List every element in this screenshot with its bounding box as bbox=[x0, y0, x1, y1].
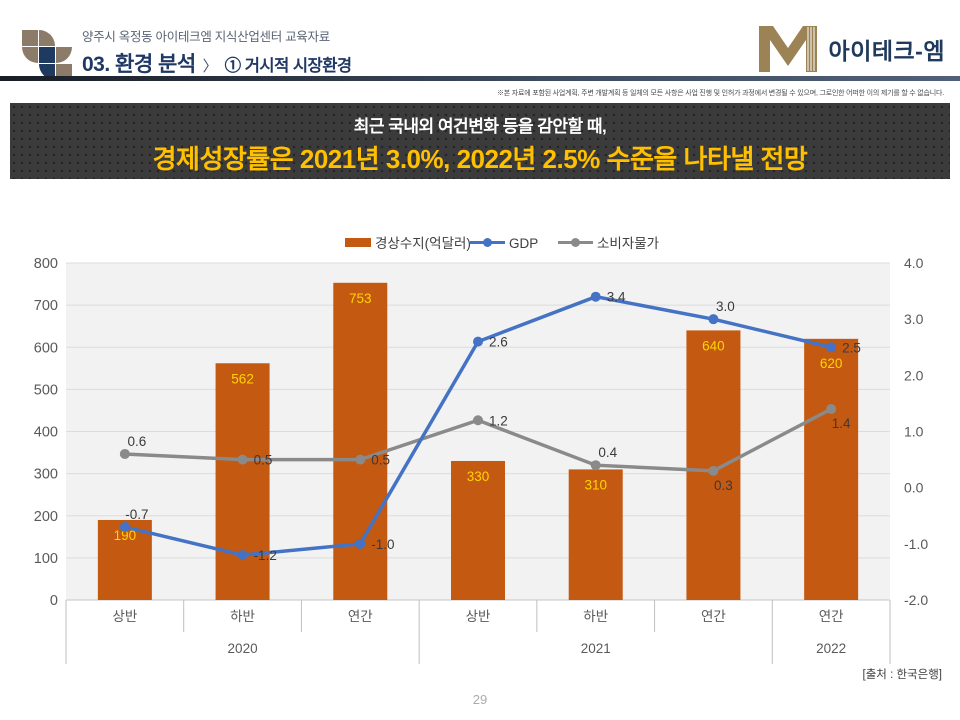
right-axis-tick: 2.0 bbox=[904, 367, 924, 383]
left-axis-tick: 400 bbox=[34, 425, 58, 441]
legend-label: GDP bbox=[509, 236, 538, 251]
data-label: -1.2 bbox=[254, 548, 277, 563]
line-point bbox=[826, 404, 837, 415]
legend-bar-swatch bbox=[345, 238, 371, 247]
left-axis-tick: 600 bbox=[34, 340, 58, 356]
legend-line-marker bbox=[571, 238, 580, 247]
logo-m-icon bbox=[758, 26, 817, 72]
data-label: 1.4 bbox=[832, 416, 851, 431]
bar-value-label: 310 bbox=[584, 477, 607, 492]
bar-value-label: 620 bbox=[820, 356, 843, 371]
bar-value-label: 562 bbox=[231, 371, 254, 386]
company-logo: 아이테크-엠 bbox=[757, 24, 945, 74]
line-point bbox=[355, 538, 366, 549]
bar-value-label: 190 bbox=[114, 528, 137, 543]
line-point bbox=[590, 291, 601, 302]
right-axis-tick: -1.0 bbox=[904, 536, 928, 552]
left-axis-tick: 700 bbox=[34, 298, 58, 314]
legend-label: 소비자물가 bbox=[597, 236, 659, 251]
line-point bbox=[590, 460, 601, 471]
bar-value-label: 330 bbox=[467, 469, 490, 484]
line-point bbox=[119, 521, 130, 532]
legend-line-marker bbox=[483, 238, 492, 247]
bar bbox=[451, 460, 505, 600]
logo-text: 아이테크-엠 bbox=[828, 38, 945, 64]
left-axis-tick: 100 bbox=[34, 551, 58, 567]
line-point bbox=[237, 550, 248, 561]
bar bbox=[333, 282, 388, 600]
line-point bbox=[708, 465, 719, 476]
data-label: 3.0 bbox=[716, 299, 735, 314]
bar bbox=[568, 469, 623, 600]
left-axis-tick: 300 bbox=[34, 467, 58, 483]
breadcrumb: 03. 환경 분석 〉 ① 거시적 시장환경 bbox=[82, 48, 352, 78]
line-point bbox=[473, 336, 483, 347]
section-title: 03. 환경 분석 bbox=[82, 53, 196, 76]
chevron-separator: 〉 bbox=[202, 58, 218, 75]
line-point bbox=[826, 342, 837, 353]
data-label: 2.5 bbox=[842, 340, 861, 355]
right-axis-tick: -2.0 bbox=[904, 592, 928, 608]
left-axis-tick: 200 bbox=[34, 509, 58, 525]
right-axis-tick: 4.0 bbox=[904, 255, 924, 271]
line-point bbox=[119, 448, 130, 459]
data-label: 3.4 bbox=[607, 290, 626, 305]
chart-source-note: [출처 : 한국은행] bbox=[862, 669, 942, 681]
economy-combo-chart: 0 100 200 300 400 500 600 700 800 -2.0 -1.0 0.0 1.0 2… bbox=[34, 236, 928, 664]
headline-banner: 최근 국내외 여건변화 등을 감안할 때, 경제성장률은 2021년 3.0%,… bbox=[10, 103, 950, 179]
category-label: 연간 bbox=[819, 609, 844, 624]
category-label: 상반 bbox=[466, 609, 491, 624]
category-label: 연간 bbox=[348, 609, 373, 624]
brand-mark-icon bbox=[22, 30, 73, 81]
category-label: 하반 bbox=[230, 609, 255, 624]
data-label: 0.5 bbox=[254, 453, 273, 468]
data-label: 0.5 bbox=[371, 453, 390, 468]
data-label: 1.2 bbox=[489, 413, 508, 428]
subsection-title: ① 거시적 시장환경 bbox=[224, 57, 352, 75]
year-group-label: 2021 bbox=[581, 641, 611, 656]
year-group-label: 2020 bbox=[228, 641, 258, 656]
legend-label: 경상수지(억달러) bbox=[375, 236, 471, 251]
document-subtitle: 양주시 옥정동 아이테크엠 지식산업센터 교육자료 bbox=[82, 30, 330, 44]
data-label: -0.7 bbox=[125, 507, 148, 522]
header-divider bbox=[0, 76, 960, 81]
data-label: 2.6 bbox=[489, 335, 508, 350]
left-axis-tick: 800 bbox=[34, 256, 58, 272]
right-axis-tick: 3.0 bbox=[904, 311, 924, 327]
left-axis-tick: 500 bbox=[34, 382, 58, 398]
data-label: -1.0 bbox=[371, 537, 394, 552]
right-axis-tick: 1.0 bbox=[904, 424, 924, 440]
year-group-label: 2022 bbox=[816, 641, 846, 656]
line-point bbox=[708, 314, 719, 325]
left-axis-tick: 0 bbox=[50, 593, 58, 609]
disclaimer-text: ※본 자료에 포함된 사업계획, 주변 개발계획 등 일체의 모든 사항은 사업… bbox=[496, 90, 944, 97]
category-label: 하반 bbox=[583, 609, 608, 624]
banner-line1: 최근 국내외 여건변화 등을 감안할 때, bbox=[353, 117, 607, 136]
category-label: 연간 bbox=[701, 609, 726, 624]
line-point bbox=[355, 454, 366, 465]
category-label: 상반 bbox=[112, 609, 137, 624]
bar bbox=[686, 330, 741, 600]
bar bbox=[97, 519, 152, 600]
data-label: 0.4 bbox=[598, 445, 617, 460]
right-axis-tick: 0.0 bbox=[904, 480, 924, 496]
data-label: 0.6 bbox=[127, 434, 146, 449]
bar-value-label: 640 bbox=[702, 338, 725, 353]
data-label: 0.3 bbox=[714, 478, 733, 493]
bar bbox=[804, 338, 859, 600]
banner-line2: 경제성장률은 2021년 3.0%, 2022년 2.5% 수준을 나타낼 전망 bbox=[152, 144, 808, 174]
line-point bbox=[237, 454, 248, 465]
bar bbox=[215, 363, 270, 600]
bar-value-label: 753 bbox=[349, 291, 372, 306]
line-point bbox=[473, 415, 483, 426]
page-number: 29 bbox=[472, 692, 488, 707]
